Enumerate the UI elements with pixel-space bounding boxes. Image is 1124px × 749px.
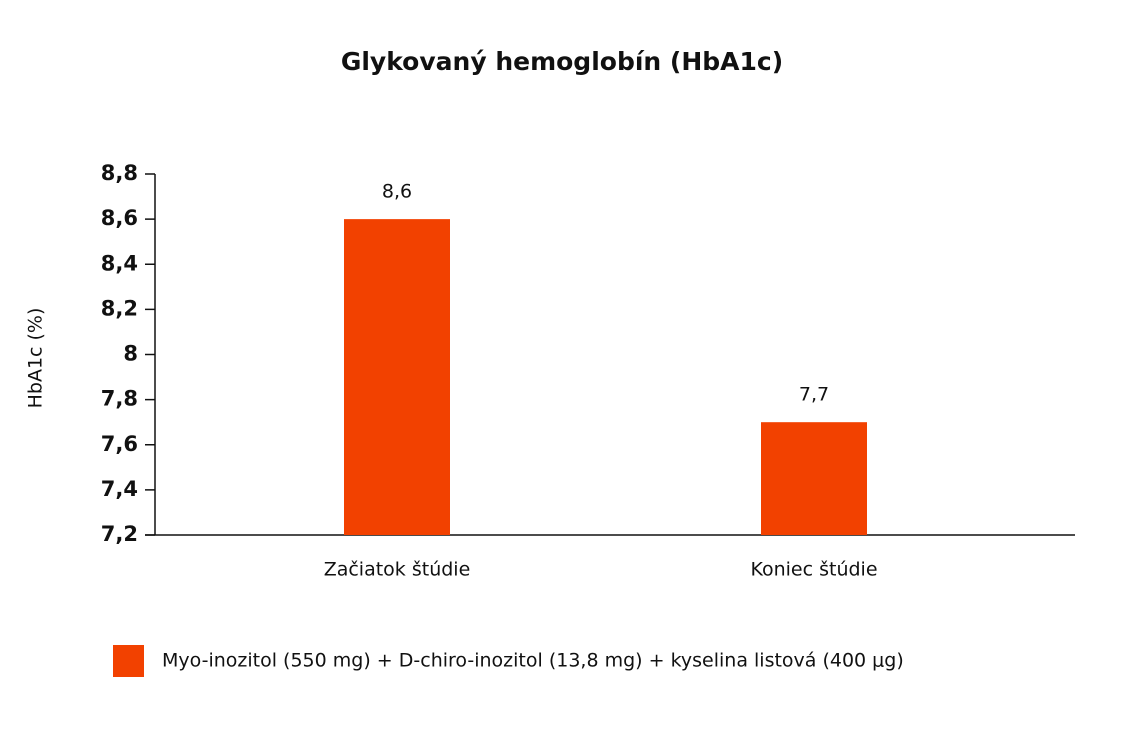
value-label: 8,6 [382,181,412,203]
legend-swatch [113,645,144,677]
y-tick-label: 7,6 [101,432,138,456]
bar [761,422,867,535]
y-tick-label: 7,8 [101,387,138,411]
x-tick-label: Začiatok štúdie [324,559,471,581]
value-label: 7,7 [799,384,829,406]
y-tick-label: 8,4 [101,251,138,275]
y-tick-label: 8,2 [101,296,138,320]
y-tick-label: 7,2 [101,522,138,546]
y-tick-label: 8 [123,342,138,366]
chart-title: Glykovaný hemoglobín (HbA1c) [341,47,783,76]
y-axis-label: HbA1c (%) [25,308,47,409]
y-tick-label: 8,6 [101,206,138,230]
legend-label: Myo-inozitol (550 mg) + D-chiro-inozitol… [162,650,904,672]
bar [344,219,450,535]
x-tick-label: Koniec štúdie [750,559,877,581]
y-tick-label: 8,8 [101,161,138,185]
y-tick-label: 7,4 [101,477,138,501]
